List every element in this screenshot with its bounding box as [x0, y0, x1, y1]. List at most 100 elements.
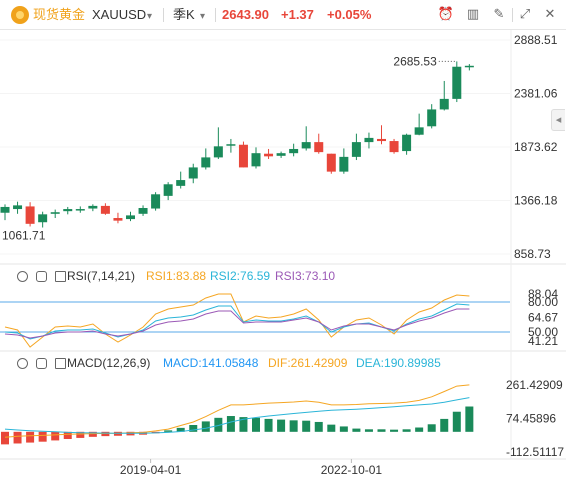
- macd-histogram-bar: [465, 406, 474, 432]
- candle-body: [276, 153, 286, 156]
- candle-body: [364, 137, 374, 143]
- candle-body: [464, 65, 474, 68]
- ticker-caret-icon[interactable]: ▾: [147, 11, 153, 22]
- rsi1-value: 83.88: [176, 269, 207, 283]
- macd-histogram-bar: [13, 431, 22, 444]
- candle-body: [0, 206, 10, 213]
- eye-icon[interactable]: [17, 358, 28, 369]
- candle-body: [88, 205, 98, 209]
- min-price-label: 1061.71: [2, 229, 46, 243]
- candle-body: [213, 146, 223, 158]
- macd-histogram-bar: [189, 424, 198, 432]
- macd-histogram-bar: [452, 411, 461, 432]
- macd-histogram-bar: [364, 429, 373, 432]
- rsi2-value: 76.59: [240, 269, 271, 283]
- rsi3-legend: RSI3:73.10: [275, 269, 336, 283]
- grid-layer: [0, 30, 566, 460]
- macd-histogram-bar: [38, 431, 47, 442]
- candle-body: [50, 212, 60, 214]
- close-icon[interactable]: ✕: [544, 7, 556, 22]
- x-axis-date-label: 2022-10-01: [321, 463, 383, 477]
- rsi-series-line-1: [4, 293, 470, 348]
- candle-body: [188, 167, 198, 179]
- macd-histogram-bar: [377, 429, 386, 432]
- macd-histogram-bar: [314, 421, 323, 432]
- gold-coin-icon: [11, 6, 29, 24]
- candle-body: [402, 134, 412, 152]
- eye-icon[interactable]: [17, 271, 28, 282]
- candle-body: [452, 66, 462, 99]
- rsi-axis-label: 50.00: [528, 325, 558, 339]
- macd-histogram-bar: [427, 424, 436, 432]
- macd-histogram-bar: [440, 418, 449, 432]
- dea-value: 190.89985: [384, 356, 441, 370]
- settings-icon[interactable]: [36, 271, 47, 282]
- candle-body: [439, 98, 449, 110]
- macd-histogram-bar: [415, 427, 424, 432]
- dea-legend: DEA:190.89985: [356, 356, 441, 370]
- axis-layer: 2888.512381.061873.621366.18858.7388.048…: [120, 33, 564, 477]
- candle-body: [151, 194, 161, 209]
- macd-histogram-bar: [164, 430, 173, 432]
- candle-body: [314, 142, 324, 153]
- chart-header: 现货黄金 XAUUSD ▾ 季K ▾ 2643.90 +1.37 +0.05% …: [0, 0, 566, 30]
- ticker-selector[interactable]: XAUUSD: [92, 7, 147, 22]
- macd-histogram-bar: [264, 418, 273, 432]
- dea-line: [4, 397, 470, 434]
- dif-legend: DIF:261.42909: [268, 356, 348, 370]
- side-panel-toggle[interactable]: ◂: [551, 109, 565, 131]
- macd-histogram-bar: [252, 417, 260, 432]
- divider: [163, 8, 164, 22]
- macd-histogram-bar: [176, 427, 185, 432]
- rsi-axis-label: 80.00: [528, 295, 558, 309]
- candle-body: [163, 184, 173, 196]
- draw-icon[interactable]: ✎: [493, 7, 505, 22]
- rsi-header: RSI(7,14,21) RSI1:83.88 RSI2:76.59 RSI3:…: [0, 268, 566, 284]
- macd-histogram-bar: [402, 429, 411, 432]
- macd-histogram-bar: [339, 426, 348, 432]
- candle-body: [25, 206, 35, 224]
- macd-histogram-bar: [1, 431, 9, 445]
- candle-body: [176, 180, 186, 186]
- macd-value: 141.05848: [201, 356, 259, 370]
- candle-body: [251, 153, 261, 167]
- alarm-icon[interactable]: ⏰: [437, 7, 455, 22]
- period-selector[interactable]: 季K: [173, 7, 195, 22]
- period-caret-icon[interactable]: ▾: [200, 11, 206, 22]
- macd-header: MACD(12,26,9) MACD:141.05848 DIF:261.429…: [0, 355, 566, 371]
- candle-body: [238, 144, 248, 168]
- rsi-axis-label: 41.21: [528, 334, 558, 348]
- price-change-pct: +0.05%: [327, 7, 372, 22]
- candle-body: [389, 141, 399, 153]
- macd-legend: MACD:141.05848: [163, 356, 259, 370]
- macd-axis-label: -112.51117: [506, 445, 564, 459]
- macd-layer: [1, 384, 474, 445]
- fullscreen-icon[interactable]: ⤢: [519, 7, 531, 22]
- candle-body: [138, 208, 148, 214]
- candle-body: [63, 209, 73, 212]
- max-price-label: 2685.53: [393, 54, 437, 68]
- indicator-icon[interactable]: ▥: [466, 7, 480, 22]
- price-axis-label: 1366.18: [514, 193, 558, 207]
- symbol-name[interactable]: 现货黄金: [33, 7, 86, 22]
- candle-body: [13, 205, 23, 210]
- candle-body: [427, 109, 437, 127]
- settings-icon[interactable]: [36, 358, 47, 369]
- macd-histogram-bar: [26, 431, 35, 443]
- candle-body: [226, 144, 236, 146]
- candle-body: [351, 142, 361, 157]
- rsi-axis-label: 64.67: [528, 310, 558, 324]
- rsi-series-line-3: [4, 308, 470, 339]
- macd-histogram-bar: [76, 431, 85, 438]
- last-price: 2643.90: [222, 7, 269, 22]
- candle-body: [75, 209, 85, 211]
- price-axis-label: 858.73: [514, 247, 551, 261]
- price-axis-label: 2888.51: [514, 33, 558, 47]
- candle-body: [126, 215, 135, 220]
- indicator-box-icon[interactable]: [55, 358, 66, 369]
- macd-histogram-bar: [63, 431, 72, 439]
- candle-body: [301, 142, 311, 149]
- indicator-box-icon[interactable]: [55, 271, 66, 282]
- candle-body: [113, 218, 123, 221]
